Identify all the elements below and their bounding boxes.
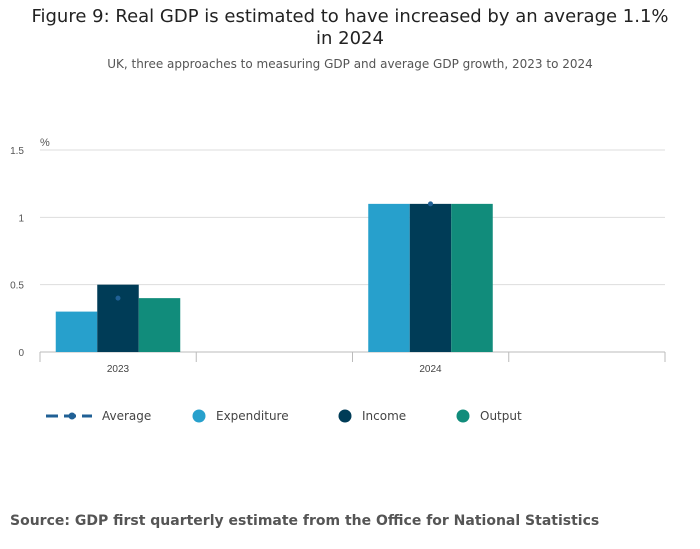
- chart-subtitle: UK, three approaches to measuring GDP an…: [107, 57, 593, 71]
- chart-title: Figure 9: Real GDP is estimated to have …: [31, 6, 669, 49]
- legend-item-output[interactable]: Output: [456, 406, 522, 426]
- circle-icon: [456, 409, 470, 423]
- bar-expenditure-2024: [368, 203, 410, 352]
- x-tick-label: 2023: [107, 364, 130, 375]
- legend-label-expenditure: Expenditure: [216, 409, 289, 423]
- average-marker-2023: [115, 295, 121, 301]
- average-marker-2024: [428, 201, 433, 207]
- circle-icon: [338, 409, 352, 423]
- legend-label-average: Average: [102, 409, 152, 423]
- dash-dot-line-icon: [46, 412, 92, 420]
- bar-expenditure-2023: [55, 311, 98, 352]
- y-tick-label: 0: [18, 348, 24, 359]
- legend-item-average[interactable]: Average: [46, 406, 151, 426]
- source-note: Source: GDP first quarterly estimate fro…: [10, 513, 600, 529]
- bar-income-2024: [409, 203, 452, 352]
- x-tick-label: 2024: [419, 364, 442, 375]
- legend-item-income[interactable]: Income: [338, 406, 406, 426]
- legend-label-output: Output: [480, 409, 522, 423]
- legend-item-expenditure[interactable]: Expenditure: [192, 406, 289, 426]
- bar-income-2023: [97, 284, 139, 352]
- bar-output-2024: [451, 203, 493, 352]
- y-tick-label: 0.5: [10, 281, 24, 292]
- legend-label-income: Income: [362, 409, 407, 423]
- y-axis-label: %: [40, 137, 50, 149]
- bar-output-2023: [138, 298, 181, 352]
- y-tick-label: 1: [18, 213, 24, 224]
- bar-chart: 0 0.5 1 1.5% 2023 2024: [10, 137, 666, 375]
- circle-icon: [192, 409, 206, 423]
- chart-legend: Average Expenditure Income Output: [46, 406, 666, 426]
- y-tick-label: 1.5: [10, 146, 24, 157]
